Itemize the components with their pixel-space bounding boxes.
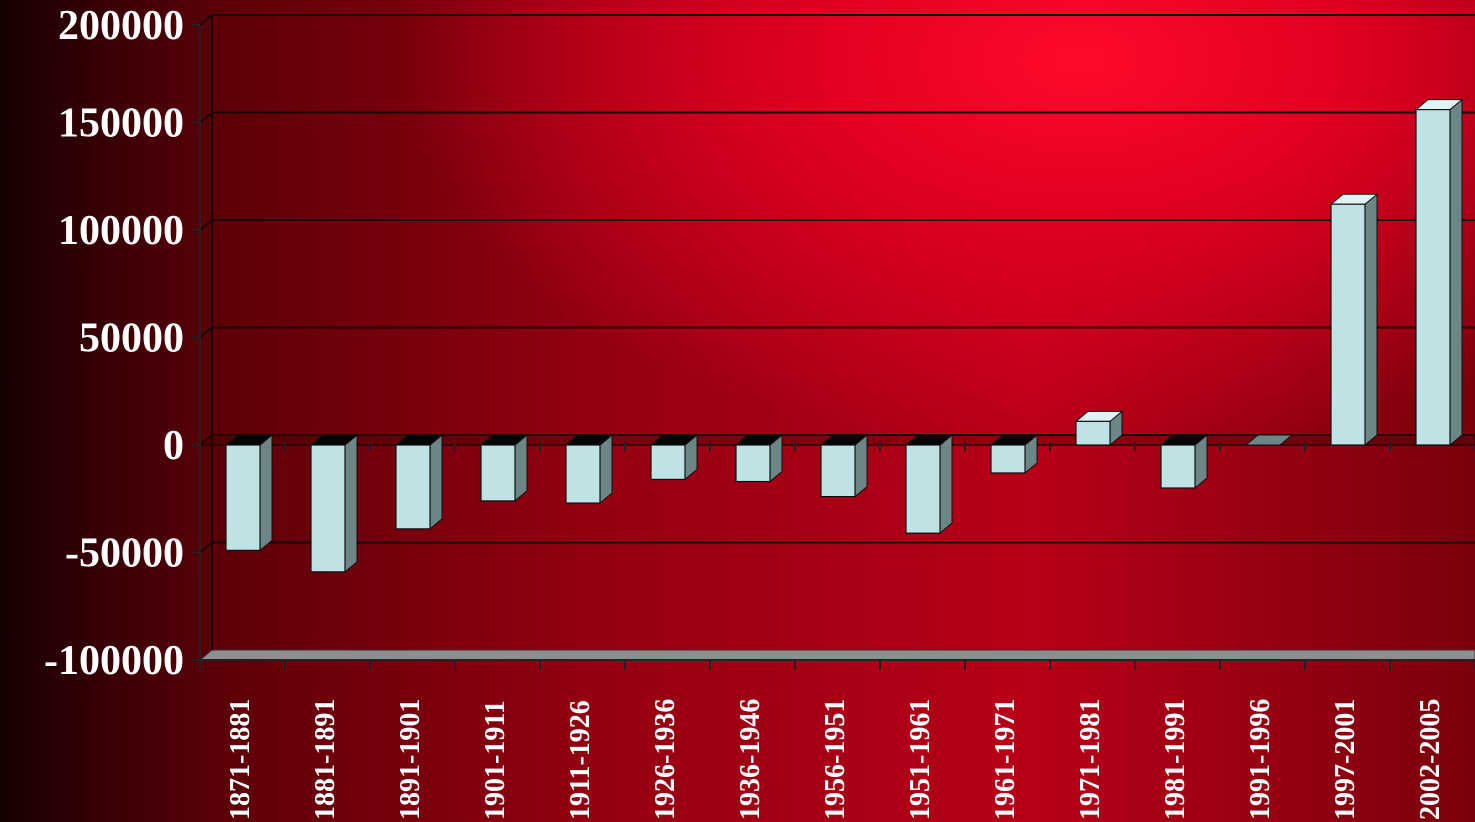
bar-1881-1891 bbox=[309, 433, 359, 573]
y-tick-label: 200000 bbox=[58, 3, 184, 49]
y-tick-label: 150000 bbox=[58, 101, 184, 147]
x-tick-label: 1881-1891 bbox=[310, 699, 341, 820]
x-tick-label: 1991-1996 bbox=[1245, 699, 1276, 820]
bar-side bbox=[344, 433, 358, 573]
bar-side bbox=[854, 433, 868, 498]
chart-floor bbox=[198, 649, 1475, 661]
bar-front bbox=[990, 444, 1026, 474]
bar-1961-1971 bbox=[989, 433, 1039, 475]
bar-2002-2005 bbox=[1414, 98, 1464, 447]
axes bbox=[192, 24, 1475, 670]
bar-1936-1946 bbox=[734, 433, 784, 483]
x-tick-label: 1951-1961 bbox=[905, 699, 936, 820]
x-tick-label: 1901-1911 bbox=[480, 700, 511, 820]
y-axis-tick-labels: 200000 150000 100000 50000 0 -50000 -100000 bbox=[44, 3, 184, 684]
gridline-side bbox=[199, 14, 213, 26]
y-tick-label: -100000 bbox=[44, 638, 184, 684]
bar-1991-1996 bbox=[1244, 434, 1294, 446]
bar-1956-1951 bbox=[819, 433, 869, 498]
bar-1981-1991 bbox=[1159, 433, 1209, 490]
x-axis-tick-labels: 1871-1881 1881-1891 1891-1901 1901-1911 1911… bbox=[225, 699, 1446, 820]
bar-front bbox=[395, 444, 431, 530]
bar-1901-1911 bbox=[479, 433, 529, 502]
gridline-side bbox=[199, 541, 213, 554]
x-tick-label: 1981-1991 bbox=[1160, 699, 1191, 820]
bar-front bbox=[225, 444, 261, 551]
bar-side bbox=[259, 433, 273, 552]
bar-side bbox=[939, 433, 953, 535]
gridline-side bbox=[199, 219, 213, 231]
gridlines bbox=[199, 14, 1475, 650]
bar-front bbox=[735, 444, 771, 483]
bar-front bbox=[1075, 420, 1111, 446]
bar-1997-2001 bbox=[1329, 193, 1379, 447]
bar-1911-1926 bbox=[564, 433, 614, 505]
y-tick-label: 50000 bbox=[79, 316, 184, 362]
y-tick-label: 0 bbox=[163, 423, 184, 469]
x-tick-label: 1891-1901 bbox=[395, 699, 426, 820]
y-tick-label: -50000 bbox=[65, 531, 184, 577]
bar-front bbox=[565, 444, 601, 504]
bar-front bbox=[1160, 444, 1196, 489]
bar-front bbox=[905, 444, 941, 534]
x-tick-label: 1911-1926 bbox=[565, 700, 596, 820]
bar-front bbox=[820, 444, 856, 498]
x-tick-label: 1956-1951 bbox=[820, 699, 851, 820]
bar-1871-1881 bbox=[224, 433, 274, 552]
bar-side bbox=[1449, 98, 1463, 447]
x-tick-label: 1961-1971 bbox=[990, 699, 1021, 820]
x-tick-label: 2002-2005 bbox=[1415, 699, 1446, 820]
bar-front bbox=[310, 444, 346, 573]
x-tick-label: 1971-1981 bbox=[1075, 699, 1106, 820]
bar-side bbox=[1364, 193, 1378, 447]
bar-front bbox=[480, 444, 516, 502]
bar-side bbox=[429, 433, 443, 530]
bars bbox=[224, 98, 1464, 573]
x-tick-label: 1936-1946 bbox=[735, 699, 766, 820]
x-tick-label: 1926-1936 bbox=[650, 699, 681, 820]
bar-top bbox=[1244, 434, 1294, 446]
bar-front bbox=[1330, 203, 1366, 446]
bar-side bbox=[514, 433, 528, 502]
bar-front bbox=[1415, 108, 1451, 446]
y-tick-label: 100000 bbox=[58, 208, 184, 254]
bar-1926-1936 bbox=[649, 433, 699, 481]
gridline-side bbox=[199, 111, 213, 124]
bar-1891-1901 bbox=[394, 433, 444, 530]
bar-1951-1961 bbox=[904, 433, 954, 535]
bar-1971-1981 bbox=[1074, 410, 1124, 447]
bar-front bbox=[650, 444, 686, 481]
gridline-side bbox=[199, 326, 213, 339]
x-tick-label: 1871-1881 bbox=[225, 699, 256, 820]
x-tick-label: 1997-2001 bbox=[1330, 699, 1361, 820]
bar-side bbox=[599, 433, 613, 505]
